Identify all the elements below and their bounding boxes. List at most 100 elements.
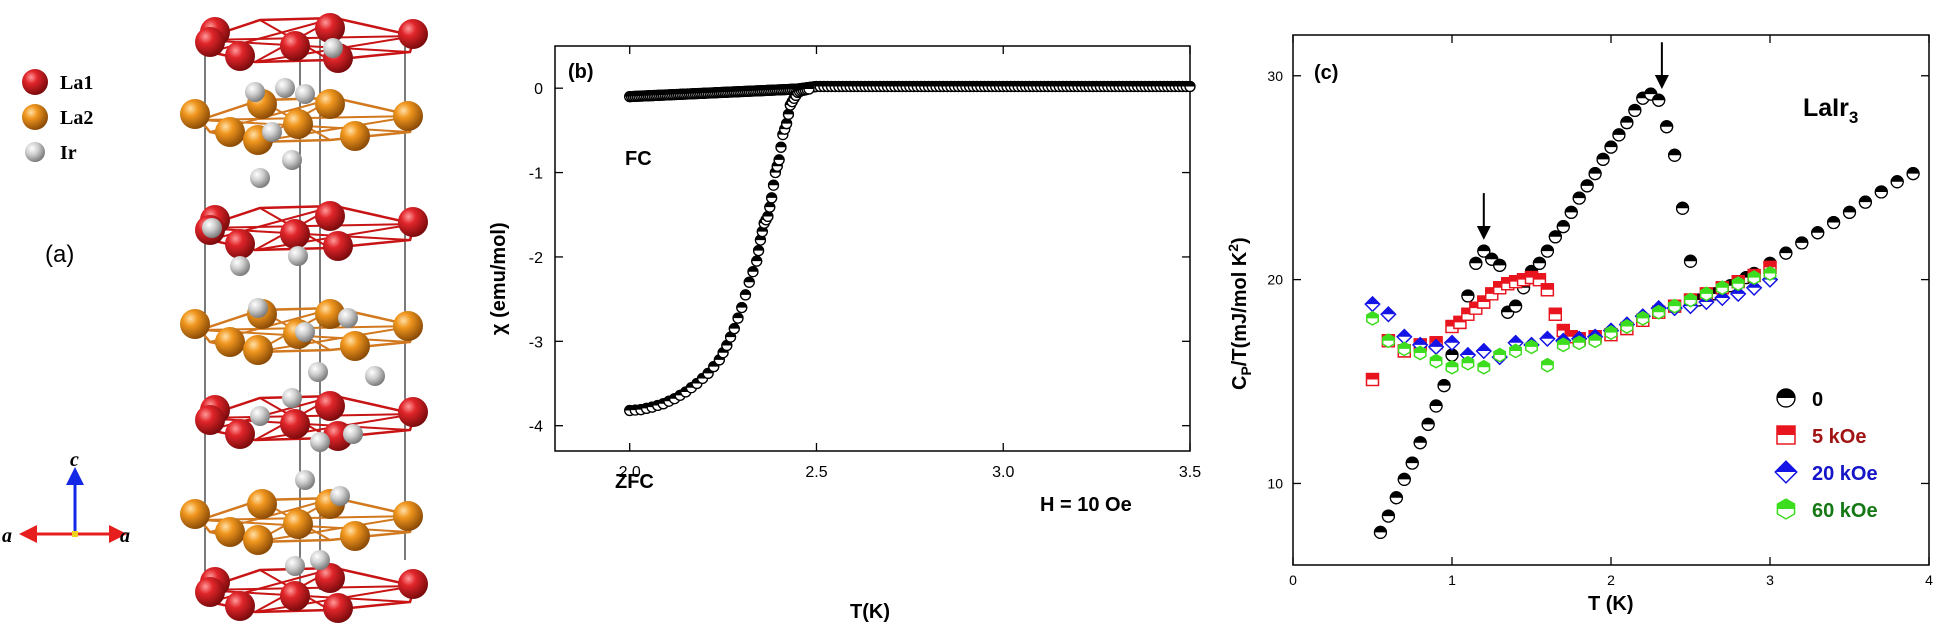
c-point-series-3 bbox=[1397, 341, 1411, 357]
c-point-series-3 bbox=[1413, 345, 1427, 361]
c-point-series-3 bbox=[1525, 339, 1538, 355]
b-point-zfc bbox=[736, 301, 748, 314]
la2-atom bbox=[393, 311, 423, 341]
c-point-series-2 bbox=[1364, 295, 1381, 313]
c-point-series-0 bbox=[1652, 93, 1666, 107]
c-point-series-3 bbox=[1366, 310, 1379, 326]
b-point-zfc bbox=[751, 255, 763, 267]
panel-b: (b) 2.0 2.5 3.0 3.5 0 -1 -2 -3 -4 FC ZFC H = 10 … bbox=[488, 45, 1201, 623]
la2-label: La2 bbox=[60, 107, 93, 129]
c-point-series-0 bbox=[1373, 525, 1388, 539]
panel-b-points bbox=[624, 80, 1196, 417]
la1-atom bbox=[398, 569, 428, 599]
c-point-series-3 bbox=[1747, 270, 1761, 285]
ir-atom bbox=[282, 150, 302, 170]
b-point-zfc bbox=[743, 276, 755, 288]
ir-atom bbox=[288, 246, 308, 266]
c-point-series-2 bbox=[1380, 306, 1397, 323]
c-point-series-0 bbox=[1421, 417, 1435, 431]
compound-label: LaIr3 bbox=[1803, 94, 1858, 127]
c-point-series-3 bbox=[1556, 337, 1570, 353]
la2-atom bbox=[180, 309, 210, 339]
c-point-series-3 bbox=[1588, 333, 1602, 349]
c-xtick-label: 4 bbox=[1925, 572, 1933, 588]
b-point-zfc bbox=[764, 201, 776, 213]
panel-b-ticks: 2.0 2.5 3.0 3.5 0 -1 -2 -3 -4 bbox=[529, 46, 1201, 481]
c-point-series-0 bbox=[1508, 299, 1523, 313]
la1-atom bbox=[225, 41, 255, 71]
field-annotation: H = 10 Oe bbox=[1040, 494, 1132, 516]
c-ytick-label: 30 bbox=[1267, 68, 1283, 84]
ir-atom bbox=[308, 362, 328, 382]
c-point-series-2 bbox=[1745, 279, 1763, 296]
c-point-series-2 bbox=[1475, 342, 1492, 360]
c-point-series-0 bbox=[1397, 472, 1411, 486]
c-point-series-0 bbox=[1381, 509, 1396, 523]
c-point-series-0 bbox=[1795, 236, 1809, 250]
la1-atom bbox=[225, 419, 255, 449]
c-ytick-label: 10 bbox=[1267, 475, 1283, 491]
ir-atom bbox=[282, 388, 302, 408]
c-point-series-3 bbox=[1493, 347, 1507, 363]
la2-atom bbox=[393, 501, 423, 531]
la2-atom bbox=[340, 121, 370, 151]
la1-atom bbox=[280, 219, 310, 249]
b-point-zfc bbox=[762, 210, 774, 223]
panel-c-ylabel: CP/T(mJ/mol K2) bbox=[1225, 237, 1254, 390]
la2-atom bbox=[247, 489, 277, 519]
la1-atom bbox=[323, 593, 353, 623]
b-point-fc bbox=[1184, 80, 1196, 93]
la2-atom bbox=[215, 117, 245, 147]
la2-atom bbox=[393, 101, 423, 131]
b-point-zfc bbox=[775, 141, 787, 153]
c-point-series-2 bbox=[1539, 330, 1556, 347]
c-point-series-0 bbox=[1389, 491, 1403, 505]
panel-c: (c) LaIr3 0 1 2 3 4 10 20 30 0 5 kOe 20 kOe 60 kOe… bbox=[1225, 34, 1933, 615]
ir-atom bbox=[330, 486, 350, 506]
crystal-structure bbox=[180, 13, 428, 623]
c-point-series-3 bbox=[1715, 280, 1729, 296]
c-point-series-1 bbox=[1548, 307, 1562, 321]
ir-atom bbox=[295, 470, 315, 490]
la2-atom bbox=[340, 521, 370, 551]
c-point-series-1 bbox=[1365, 372, 1380, 387]
ir-atom bbox=[310, 550, 330, 570]
axis-c-label: c bbox=[70, 449, 79, 471]
c-point-series-3 bbox=[1652, 304, 1666, 320]
transition-arrows bbox=[1476, 42, 1669, 240]
c-point-series-0 bbox=[1405, 456, 1419, 470]
la1-atom bbox=[225, 229, 255, 259]
la1-atom bbox=[315, 391, 345, 421]
b-point-zfc bbox=[739, 289, 752, 301]
ir-atom bbox=[250, 168, 270, 188]
c-point-series-0 bbox=[1413, 436, 1427, 450]
ir-atom bbox=[365, 366, 385, 386]
ir-label: Ir bbox=[60, 142, 77, 164]
la1-label: La1 bbox=[60, 72, 93, 94]
legend-label-series-2: 20 kOe bbox=[1812, 463, 1878, 485]
la2-atom bbox=[215, 517, 245, 547]
b-ytick-label: -4 bbox=[529, 419, 543, 436]
c-point-series-3 bbox=[1684, 292, 1697, 308]
c-xtick-label: 1 bbox=[1448, 572, 1456, 588]
c-point-series-0 bbox=[1874, 185, 1888, 199]
b-ytick-label: -1 bbox=[529, 166, 543, 183]
b-point-zfc bbox=[752, 245, 765, 257]
c-point-series-0 bbox=[1660, 120, 1674, 134]
la1-atom bbox=[315, 13, 345, 43]
ir-atom bbox=[275, 78, 295, 98]
c-point-series-0 bbox=[1532, 256, 1547, 270]
c-point-series-3 bbox=[1461, 355, 1475, 371]
legend-label-series-1: 5 kOe bbox=[1812, 426, 1866, 448]
c-point-series-0 bbox=[1469, 256, 1483, 270]
b-point-zfc bbox=[724, 331, 737, 343]
panel-a: La1 La2 Ir (a) c a a bbox=[2, 13, 428, 623]
axes-triad: c a a bbox=[2, 449, 130, 547]
la2-atom bbox=[243, 335, 273, 365]
c-point-series-0 bbox=[1612, 128, 1626, 142]
c-xtick-label: 3 bbox=[1766, 572, 1774, 588]
c-point-series-2 bbox=[1443, 334, 1461, 351]
ir-swatch bbox=[25, 142, 45, 162]
la2-atom bbox=[315, 89, 345, 119]
